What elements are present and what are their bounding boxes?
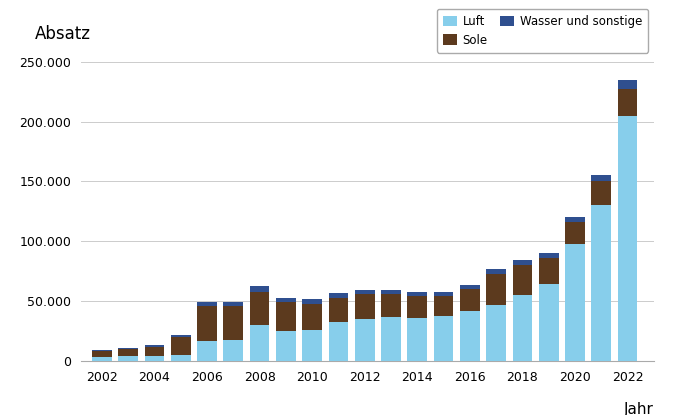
Bar bbox=[512, 295, 532, 361]
Bar bbox=[407, 292, 427, 296]
Bar bbox=[565, 222, 585, 244]
Bar bbox=[171, 355, 191, 361]
Bar bbox=[224, 339, 243, 361]
Bar bbox=[486, 273, 506, 305]
Bar bbox=[145, 356, 164, 361]
Bar bbox=[617, 116, 638, 361]
Bar bbox=[355, 294, 375, 319]
Bar bbox=[250, 286, 270, 292]
Bar bbox=[276, 298, 296, 303]
Bar bbox=[381, 294, 401, 317]
Bar bbox=[486, 305, 506, 361]
Bar bbox=[355, 290, 375, 294]
Bar bbox=[328, 293, 348, 298]
Bar bbox=[512, 265, 532, 295]
Bar bbox=[539, 284, 559, 361]
Bar bbox=[197, 341, 217, 361]
Bar bbox=[381, 317, 401, 361]
Bar bbox=[433, 292, 454, 296]
Bar bbox=[460, 285, 480, 289]
Bar bbox=[119, 349, 138, 356]
Bar bbox=[486, 269, 506, 273]
Bar bbox=[328, 322, 348, 361]
Text: Absatz: Absatz bbox=[35, 25, 91, 43]
Bar bbox=[119, 356, 138, 361]
Bar bbox=[460, 289, 480, 311]
Bar bbox=[250, 292, 270, 325]
Bar bbox=[539, 253, 559, 258]
Bar bbox=[355, 319, 375, 361]
Bar bbox=[565, 217, 585, 222]
Bar bbox=[302, 330, 322, 361]
Bar bbox=[145, 345, 164, 347]
Bar bbox=[591, 205, 611, 361]
Legend: Luft, Sole, Wasser und sonstige: Luft, Sole, Wasser und sonstige bbox=[437, 9, 648, 53]
Bar bbox=[119, 348, 138, 349]
Bar bbox=[197, 306, 217, 341]
Bar bbox=[302, 299, 322, 304]
Bar bbox=[617, 80, 638, 89]
Bar bbox=[591, 181, 611, 205]
Bar bbox=[617, 89, 638, 116]
Bar bbox=[224, 302, 243, 306]
Bar bbox=[171, 337, 191, 355]
Bar bbox=[276, 303, 296, 331]
Bar bbox=[224, 306, 243, 339]
Bar bbox=[302, 304, 322, 330]
Bar bbox=[276, 331, 296, 361]
Text: Jahr: Jahr bbox=[624, 402, 654, 415]
Bar bbox=[565, 244, 585, 361]
Bar bbox=[539, 258, 559, 284]
Bar bbox=[197, 303, 217, 306]
Bar bbox=[145, 347, 164, 356]
Bar bbox=[407, 296, 427, 318]
Bar bbox=[433, 315, 454, 361]
Bar bbox=[460, 311, 480, 361]
Bar bbox=[328, 298, 348, 322]
Bar bbox=[591, 176, 611, 181]
Bar bbox=[381, 290, 401, 294]
Bar bbox=[250, 325, 270, 361]
Bar bbox=[433, 296, 454, 315]
Bar bbox=[92, 350, 112, 352]
Bar bbox=[92, 352, 112, 357]
Bar bbox=[512, 260, 532, 265]
Bar bbox=[171, 335, 191, 337]
Bar bbox=[407, 318, 427, 361]
Bar bbox=[92, 357, 112, 361]
